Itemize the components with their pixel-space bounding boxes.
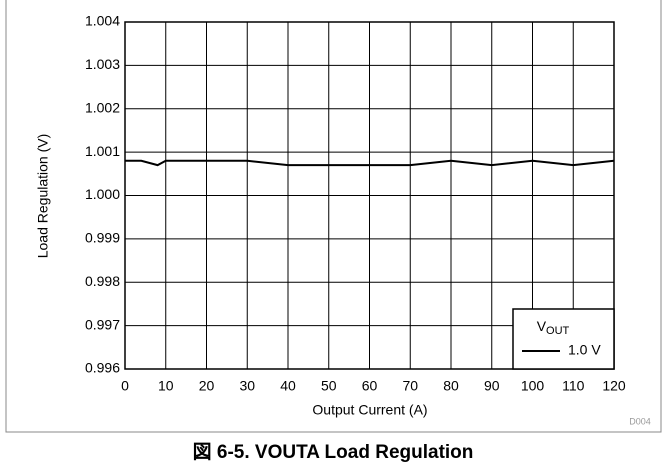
- y-tick-label: 1.003: [85, 56, 120, 72]
- x-tick-label: 40: [280, 378, 296, 394]
- figure-code: D004: [629, 416, 651, 426]
- legend-label: 1.0 V: [568, 342, 601, 358]
- x-tick-label: 100: [521, 378, 545, 394]
- y-tick-label: 1.002: [85, 99, 120, 115]
- caption: 図 6-5. VOUTA Load Regulation: [193, 441, 474, 463]
- y-tick-label: 0.999: [85, 230, 120, 246]
- x-tick-label: 0: [121, 378, 129, 394]
- x-tick-label: 120: [602, 378, 626, 394]
- frame: [5, 0, 662, 433]
- legend-box: [512, 308, 615, 370]
- legend-title-main: V: [537, 318, 547, 334]
- series-line: [125, 159, 615, 167]
- y-axis-label: Load Regulation (V): [35, 134, 51, 259]
- x-axis-label: Output Current (A): [312, 402, 427, 418]
- x-tick-label: 110: [562, 378, 585, 394]
- y-tick-label: 1.001: [85, 143, 120, 159]
- x-tick-label: 50: [321, 378, 337, 394]
- x-tick-label: 60: [362, 378, 378, 394]
- x-tick-label: 30: [239, 378, 255, 394]
- x-tick-label: 90: [484, 378, 500, 394]
- x-tick-label: 20: [199, 378, 215, 394]
- legend-title: VOUT: [537, 318, 570, 337]
- y-tick-label: 1.000: [85, 186, 120, 202]
- plot-border: [124, 21, 615, 370]
- y-tick-label: 1.004: [85, 13, 120, 29]
- y-tick-label: 0.997: [85, 316, 120, 332]
- legend-title-sub: OUT: [546, 325, 570, 337]
- x-tick-label: 80: [443, 378, 459, 394]
- x-tick-label: 70: [402, 378, 418, 394]
- y-tick-label: 0.996: [85, 360, 120, 376]
- x-tick-label: 10: [158, 378, 174, 394]
- y-tick-label: 0.998: [85, 273, 120, 289]
